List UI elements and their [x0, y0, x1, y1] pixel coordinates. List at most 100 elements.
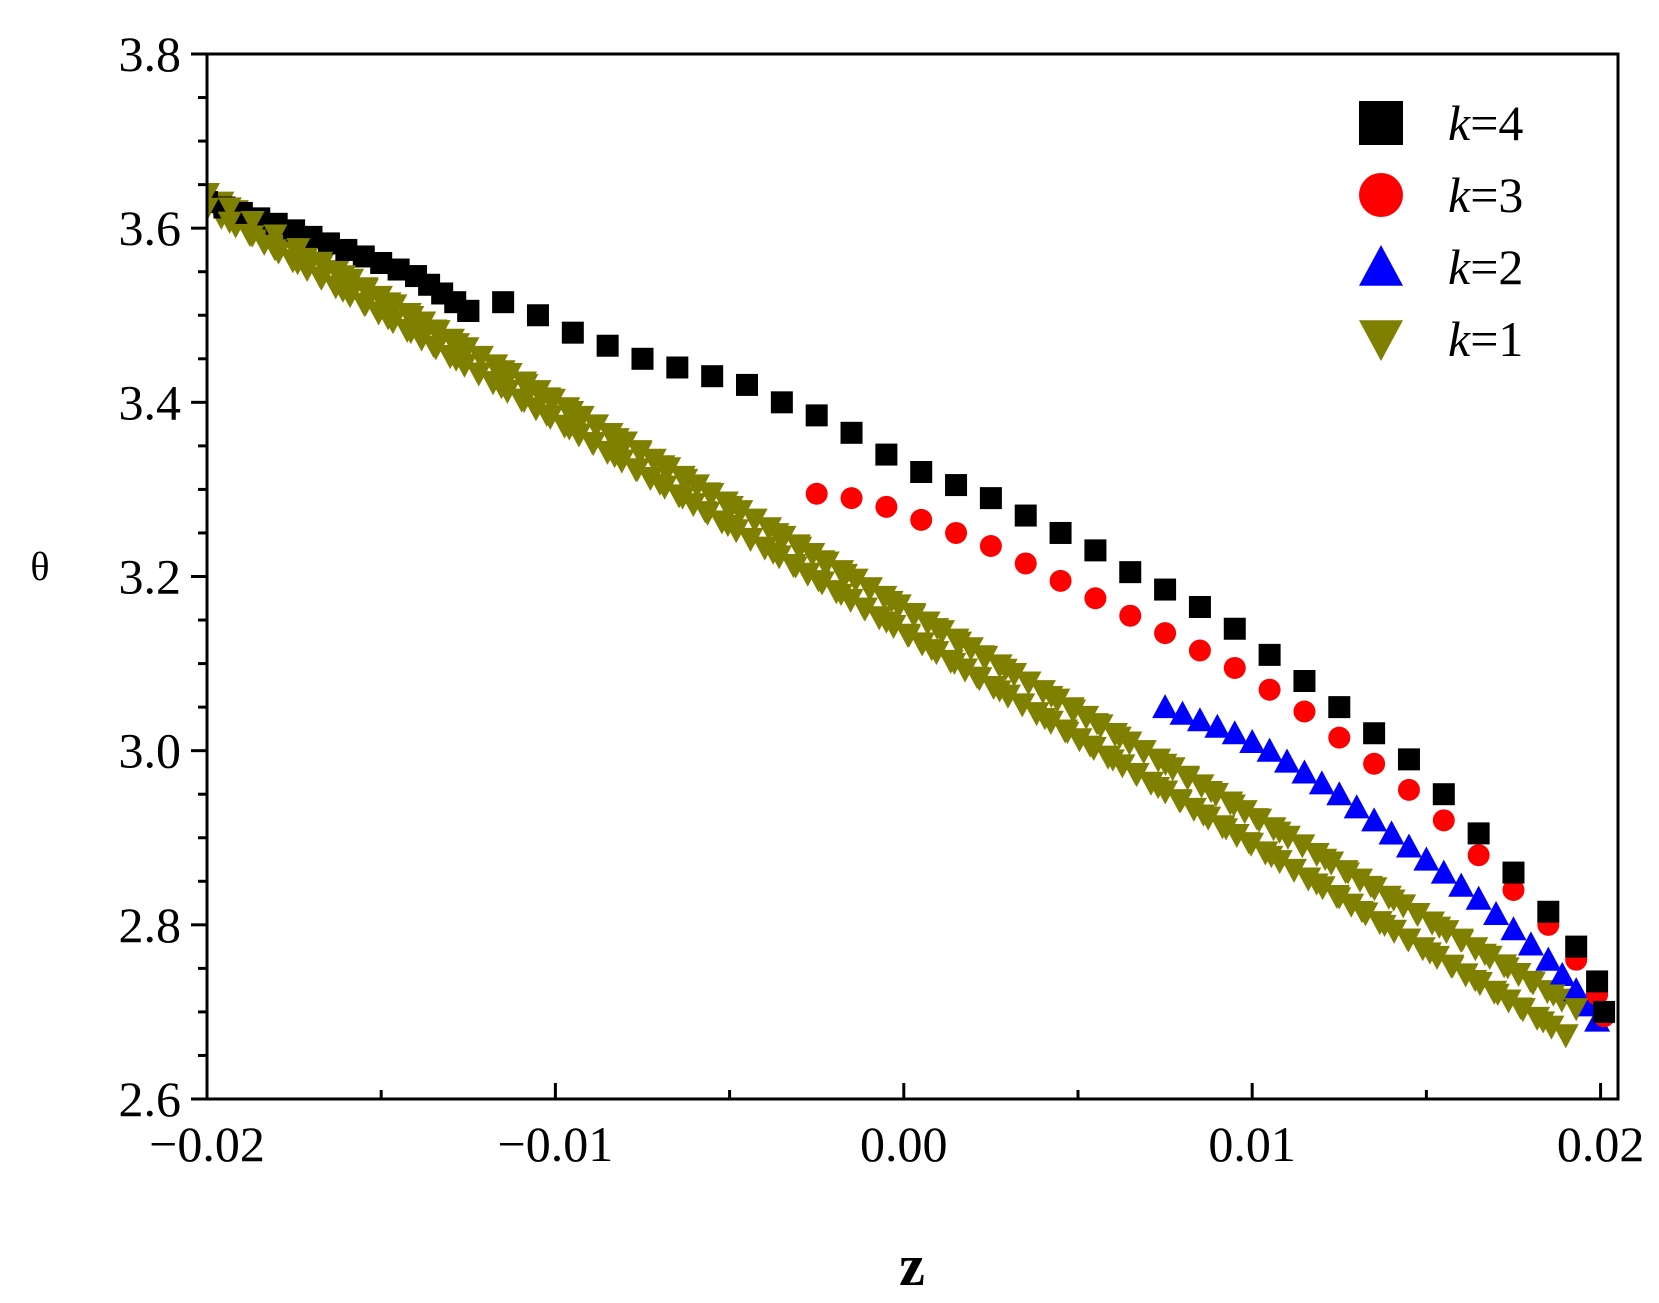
series-k1-point — [829, 583, 854, 607]
series-k1-point — [647, 473, 672, 496]
series-k2-point — [1256, 737, 1283, 762]
series-k1-point — [1221, 794, 1246, 817]
series-k1-point — [1130, 740, 1155, 763]
legend-label: k=4 — [1448, 95, 1523, 151]
series-k3-point — [1328, 726, 1351, 749]
series-k2-point — [1378, 820, 1405, 845]
series-k1-point — [1078, 735, 1103, 758]
series-k1-point — [353, 294, 378, 317]
series-k2-point — [1152, 694, 1179, 719]
series-k1-point — [783, 556, 808, 579]
series-k1-point — [400, 305, 425, 329]
series-k1-point — [1485, 983, 1510, 1006]
series-k1-point — [263, 224, 288, 247]
series-k1-point — [738, 528, 763, 551]
series-k1-point — [1039, 685, 1064, 709]
series-k1-point — [398, 321, 423, 345]
series-k1-point — [308, 266, 333, 289]
series-k1-point — [262, 239, 287, 262]
series-k1-point — [742, 509, 767, 532]
series-k1-point — [514, 373, 539, 397]
series-k4-point — [352, 245, 375, 268]
series-k3-point — [1049, 569, 1072, 592]
series-k2-point — [1413, 846, 1440, 871]
series-k3-point — [1502, 879, 1525, 901]
series-k1-point — [1358, 875, 1383, 899]
series-k4-point — [1328, 696, 1351, 719]
series-k2-point — [1274, 748, 1301, 773]
series-k3-point — [910, 508, 933, 531]
series-k1-point — [491, 360, 516, 383]
series-k4-point — [1223, 617, 1246, 640]
series-k1-point — [1372, 914, 1397, 938]
series-k1-point — [537, 387, 562, 410]
series-k1-point — [628, 441, 653, 464]
series-k2-point — [1239, 728, 1266, 754]
series-k1-point — [1452, 963, 1479, 988]
series-k1-point — [1495, 957, 1520, 980]
series-k1-point — [331, 265, 356, 288]
series-k4-point — [596, 334, 619, 357]
series-k1-point — [1191, 804, 1216, 827]
series-k1-point — [914, 611, 941, 636]
series-k2-point — [1465, 885, 1492, 910]
series-k1-point — [993, 658, 1018, 682]
series-k4-point — [1293, 670, 1316, 692]
series-k1-point — [1404, 903, 1429, 926]
series-k1-point — [1349, 901, 1374, 924]
series-k1-point — [1450, 930, 1475, 953]
legend-label: k=3 — [1448, 167, 1523, 223]
series-k4-point — [945, 474, 968, 497]
series-k1-point — [637, 466, 664, 491]
series-k1-point — [286, 238, 311, 261]
series-k3-point — [805, 482, 828, 505]
series-k1-point — [1381, 889, 1406, 912]
series-k1-point — [1176, 767, 1201, 790]
series-k4-point — [387, 258, 410, 281]
series-k1-point — [1062, 699, 1087, 722]
series-k1-point — [874, 611, 899, 634]
series-k4-point — [1154, 578, 1177, 601]
series-k1-point — [582, 414, 607, 437]
series-k1-point — [421, 335, 446, 358]
series-k1-point — [806, 570, 831, 593]
series-k1-point — [560, 400, 585, 424]
series-k2-point — [1517, 931, 1544, 956]
series-k2-point — [1186, 707, 1213, 732]
series-k4-point — [1467, 822, 1490, 845]
series-k1-point — [466, 363, 491, 386]
series-k1-point — [811, 550, 836, 573]
series-k1-point — [1010, 694, 1035, 717]
legend-marker-k3 — [1359, 173, 1403, 217]
series-k3-point — [1188, 639, 1211, 662]
series-k1-point — [1347, 868, 1374, 893]
series-k4-point — [631, 347, 654, 370]
series-k4-point — [1084, 539, 1107, 562]
series-k1-point — [919, 639, 944, 662]
series-k1-point — [1564, 998, 1589, 1021]
series-k2-point — [1549, 961, 1576, 986]
series-k4-point — [840, 421, 863, 444]
series-k2-point — [1291, 759, 1318, 784]
series-k2-point — [1308, 770, 1335, 795]
series-k1-point — [964, 666, 989, 689]
series-k1-point — [970, 645, 995, 668]
series-k2-point — [1500, 916, 1527, 941]
series-k1-point — [1214, 818, 1239, 841]
series-k1-point — [444, 349, 469, 372]
series-k4 — [207, 183, 1616, 1048]
series-k1-point — [674, 468, 699, 492]
x-axis-title: z — [899, 1233, 925, 1298]
series-k3-point — [1363, 752, 1386, 775]
series-k1-point — [240, 225, 265, 248]
series-k1-point — [1168, 790, 1193, 813]
series-k1-point — [354, 278, 379, 302]
x-tick-label: 0.00 — [860, 1116, 948, 1172]
series-k3-point — [840, 487, 863, 510]
series-k1-point — [909, 632, 936, 657]
series-k1-point — [1188, 774, 1215, 799]
series-k1-point — [1531, 1011, 1556, 1034]
series-k1-point — [765, 523, 790, 546]
series-k4-point — [370, 252, 393, 274]
series-k1-point — [1463, 969, 1488, 993]
